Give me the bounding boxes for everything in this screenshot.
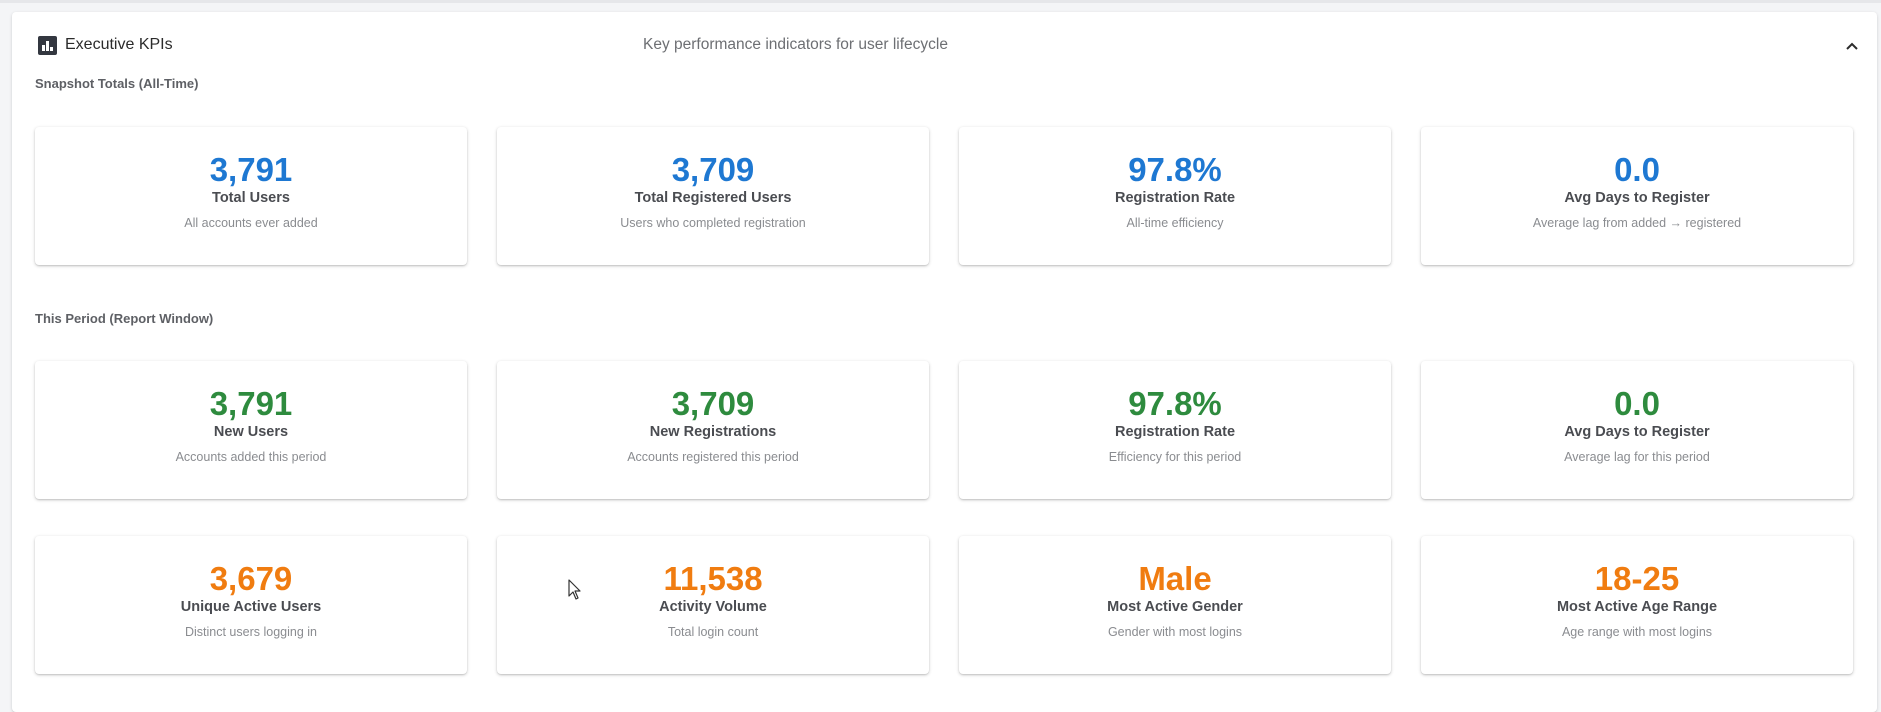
kpi-label: Most Active Age Range [1556, 599, 1718, 615]
collapse-button[interactable] [1841, 38, 1863, 54]
kpi-label: Registration Rate [1114, 424, 1236, 440]
kpi-card-avg-days-to-register: 0.0 Avg Days to Register Average lag fro… [1421, 127, 1853, 265]
kpi-card-new-registrations: 3,709 New Registrations Accounts registe… [497, 361, 929, 499]
kpi-description: Accounts added this period [175, 450, 327, 464]
panel-subtitle: Key performance indicators for user life… [643, 36, 948, 53]
kpi-label: Avg Days to Register [1564, 190, 1710, 206]
bar-chart-icon [38, 36, 57, 55]
panel-title: Executive KPIs [65, 36, 173, 53]
kpi-value: 0.0 [1614, 385, 1660, 422]
kpi-value: 3,679 [209, 560, 293, 597]
kpi-description: Accounts registered this period [627, 450, 799, 464]
kpi-card-period-avg-days-to-register: 0.0 Avg Days to Register Average lag for… [1421, 361, 1853, 499]
kpi-description: Gender with most logins [1107, 625, 1243, 639]
kpi-card-total-users: 3,791 Total Users All accounts ever adde… [35, 127, 467, 265]
section-label-period: This Period (Report Window) [35, 311, 214, 326]
kpi-label: Most Active Gender [1107, 599, 1243, 615]
kpi-value: 11,538 [663, 560, 763, 597]
mouse-cursor-icon [568, 579, 581, 600]
top-divider [0, 0, 1881, 3]
kpi-label: Activity Volume [659, 599, 767, 615]
kpi-label: Avg Days to Register [1564, 424, 1710, 440]
kpi-value: 97.8% [1128, 151, 1222, 188]
kpi-value: 3,709 [671, 151, 755, 188]
kpi-description: Distinct users logging in [184, 625, 317, 639]
kpi-card-total-registered-users: 3,709 Total Registered Users Users who c… [497, 127, 929, 265]
panel-header[interactable]: Executive KPIs Key performance indicator… [12, 12, 1877, 78]
kpi-description: Users who completed registration [620, 216, 806, 230]
kpi-card-unique-active-users: 3,679 Unique Active Users Distinct users… [35, 536, 467, 674]
kpi-card-registration-rate: 97.8% Registration Rate All-time efficie… [959, 127, 1391, 265]
kpi-label: Registration Rate [1114, 190, 1236, 206]
kpi-value: 0.0 [1614, 151, 1660, 188]
kpi-value: 3,791 [209, 151, 293, 188]
kpi-value: Male [1138, 560, 1212, 597]
kpi-label: Total Users [212, 190, 290, 206]
kpi-description: Total login count [667, 625, 759, 639]
kpi-value: 3,709 [671, 385, 755, 422]
kpi-label: Total Registered Users [634, 190, 792, 206]
kpi-description: All-time efficiency [1126, 216, 1224, 230]
executive-kpis-panel: Executive KPIs Key performance indicator… [12, 12, 1877, 712]
kpi-value: 97.8% [1128, 385, 1222, 422]
chevron-up-icon [1846, 42, 1858, 50]
kpi-value: 3,791 [209, 385, 293, 422]
kpi-card-activity-volume: 11,538 Activity Volume Total login count [497, 536, 929, 674]
kpi-card-most-active-gender: Male Most Active Gender Gender with most… [959, 536, 1391, 674]
kpi-label: New Users [213, 424, 289, 440]
kpi-label: Unique Active Users [180, 599, 322, 615]
kpi-label: New Registrations [649, 424, 777, 440]
kpi-card-most-active-age-range: 18-25 Most Active Age Range Age range wi… [1421, 536, 1853, 674]
kpi-description: Efficiency for this period [1108, 450, 1242, 464]
kpi-value: 18-25 [1594, 560, 1680, 597]
kpi-description: Average lag for this period [1564, 450, 1710, 464]
section-label-snapshot: Snapshot Totals (All-Time) [35, 76, 199, 91]
kpi-description: Average lag from added → registered [1532, 216, 1742, 230]
kpi-description: All accounts ever added [184, 216, 318, 230]
kpi-description: Age range with most logins [1561, 625, 1713, 639]
kpi-card-new-users: 3,791 New Users Accounts added this peri… [35, 361, 467, 499]
kpi-card-period-registration-rate: 97.8% Registration Rate Efficiency for t… [959, 361, 1391, 499]
